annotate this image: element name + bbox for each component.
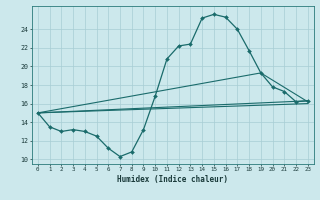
X-axis label: Humidex (Indice chaleur): Humidex (Indice chaleur) [117, 175, 228, 184]
